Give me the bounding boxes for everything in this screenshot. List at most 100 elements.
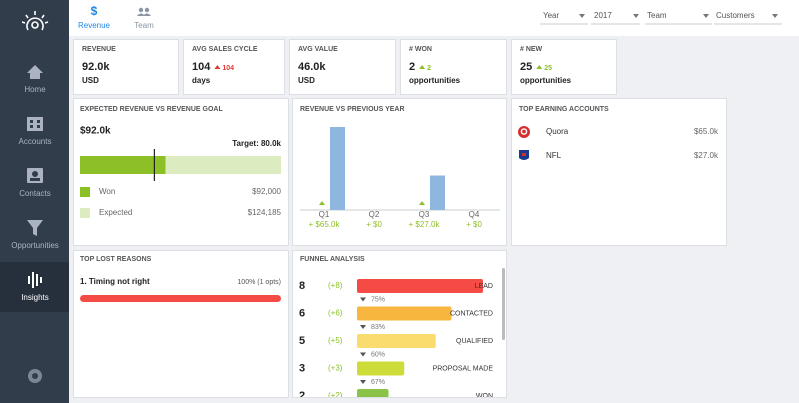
funnel-body: 8 (+8) LEAD 6 (+6) CONTACTED 5 (+5) QUALIFIED 3 (+…	[299, 279, 494, 402]
filter[interactable]: Year	[543, 11, 560, 20]
kpi-value: 25	[520, 61, 532, 73]
lost-card	[73, 250, 289, 398]
stage-count: 2	[299, 390, 305, 402]
panel-title: REVENUE VS PREVIOUS YEAR	[300, 106, 405, 113]
nav-item[interactable]: Insights	[21, 293, 49, 302]
account-name[interactable]: Quora	[546, 127, 569, 136]
stage-name: PROPOSAL MADE	[433, 365, 494, 372]
bar	[430, 175, 445, 210]
kpi-value: 92.0k	[82, 61, 110, 73]
kpi-title: AVG VALUE	[298, 46, 338, 53]
quora-icon	[518, 126, 530, 138]
nfl-icon	[519, 150, 529, 160]
value-label: + $0	[466, 220, 482, 229]
stage-count: 8	[299, 280, 305, 292]
trend-icon	[772, 14, 778, 18]
reason-label: 1. Timing not right	[80, 277, 150, 286]
conversion-rate: 75%	[371, 296, 385, 303]
kpi-unit: opportunities	[520, 76, 572, 85]
kpi-title: # WON	[409, 46, 432, 53]
panel-title: FUNNEL ANALYSIS	[300, 256, 365, 263]
kpi-unit: days	[192, 76, 211, 85]
nav-item[interactable]: Contacts	[19, 189, 51, 198]
stage-name: WON	[476, 393, 493, 400]
stage-name: QUALIFIED	[456, 338, 493, 345]
conversion-icon	[360, 297, 366, 302]
scrollbar[interactable]	[502, 268, 505, 340]
funnel-bar	[357, 334, 436, 348]
kpi-card	[183, 39, 285, 95]
nav-item[interactable]: Opportunities	[11, 241, 59, 250]
stage-change: (+5)	[328, 336, 343, 345]
funnel-bar	[357, 361, 405, 376]
value-label: + $0	[366, 220, 382, 229]
settings-icon[interactable]	[28, 369, 42, 383]
stage-change: (+2)	[328, 391, 343, 400]
kpi-title: REVENUE	[82, 46, 116, 53]
tab-icon[interactable]: $	[91, 4, 98, 18]
conversion-rate: 60%	[371, 351, 385, 358]
kpi-title: AVG SALES CYCLE	[192, 46, 258, 53]
kpi-card	[289, 39, 396, 95]
target-label: Target: 80.0k	[232, 139, 281, 148]
stage-count: 5	[299, 335, 305, 347]
category-label: Q2	[369, 210, 380, 219]
sidebar-active	[0, 262, 69, 312]
legend-value: $124,185	[248, 208, 282, 217]
trend-icon	[536, 65, 543, 69]
filter[interactable]: Customers	[716, 11, 755, 20]
kpi-value: 104	[192, 61, 211, 73]
nav-item[interactable]: Accounts	[19, 137, 52, 146]
trend-icon	[319, 201, 325, 205]
conversion-icon	[360, 325, 366, 329]
category-label: Q1	[319, 210, 330, 219]
value-label: + $65.0k	[309, 220, 341, 229]
funnel-bar	[357, 279, 483, 293]
panel-title: TOP EARNING ACCOUNTS	[519, 106, 609, 113]
conversion-icon	[360, 352, 366, 357]
tab-label[interactable]: Revenue	[78, 21, 111, 30]
kpi-value: 2	[409, 61, 415, 73]
trend-icon	[579, 14, 585, 18]
legend-name: Won	[99, 187, 115, 196]
filter[interactable]: Team	[647, 11, 667, 20]
conversion-rate: 83%	[371, 324, 385, 331]
trend-icon	[419, 65, 426, 69]
filter[interactable]: 2017	[594, 11, 612, 20]
panel-title: EXPECTED REVENUE VS REVENUE GOAL	[80, 106, 223, 113]
tab-label[interactable]: Team	[134, 21, 154, 30]
logo	[21, 11, 49, 31]
panel-title: TOP LOST REASONS	[80, 256, 152, 263]
account-amount: $27.0k	[694, 151, 719, 160]
stage-name: LEAD	[475, 283, 493, 290]
legend-swatch	[80, 208, 90, 218]
progress-segment	[165, 156, 281, 174]
accounts-icon	[27, 117, 43, 131]
stage-name: CONTACTED	[450, 310, 493, 317]
funnel-bar	[357, 389, 389, 397]
home-icon	[27, 65, 43, 79]
revenue-total: $92.0k	[80, 126, 111, 137]
accounts-card	[511, 98, 727, 246]
conversion-rate: 67%	[371, 379, 385, 386]
opportunities-icon	[27, 220, 43, 236]
nav-item[interactable]: Home	[24, 85, 46, 94]
conversion-icon	[360, 380, 366, 384]
kpi-card	[73, 39, 179, 95]
insights-icon	[28, 272, 42, 288]
legend-name: Expected	[99, 208, 132, 217]
reason-share: 100% (1 opts)	[237, 279, 281, 286]
kpi-title: # NEW	[520, 46, 543, 53]
trend-icon	[703, 14, 709, 18]
category-label: Q3	[419, 210, 430, 219]
trend-icon	[419, 201, 425, 205]
stage-count: 6	[299, 307, 305, 319]
stage-change: (+8)	[328, 281, 343, 290]
kpi-card	[511, 39, 617, 95]
account-name[interactable]: NFL	[546, 151, 562, 160]
funnel-bar	[357, 306, 452, 321]
legend-swatch	[80, 187, 90, 197]
stage-count: 3	[299, 362, 305, 374]
team-icon	[137, 7, 151, 16]
